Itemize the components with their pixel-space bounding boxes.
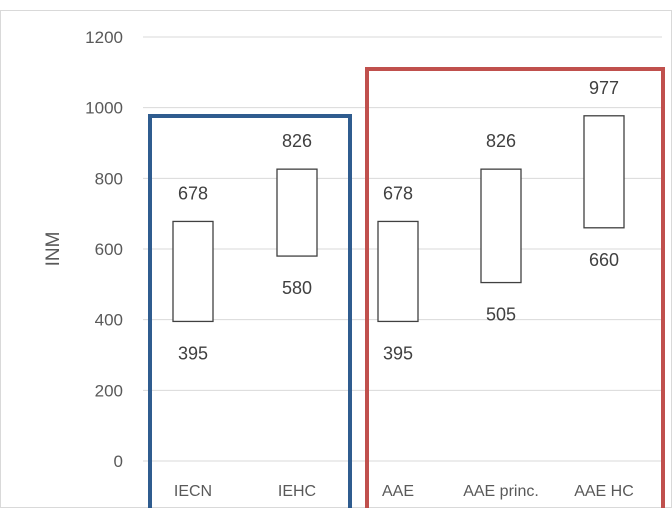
chart-outer-border <box>0 10 672 508</box>
data-label-min: 395 <box>178 343 208 363</box>
range-bar <box>377 220 419 323</box>
y-axis-title: INM <box>43 232 64 267</box>
x-tick-label: AAE <box>382 483 414 500</box>
range-bar <box>276 168 318 257</box>
data-label-min: 505 <box>486 305 516 325</box>
range-bar <box>480 168 522 284</box>
y-tick-label: 600 <box>95 240 123 259</box>
x-tick-label: AAE princ. <box>463 483 539 500</box>
range-bar <box>583 115 625 229</box>
data-label-max: 977 <box>589 78 619 98</box>
x-tick-label: AAE HC <box>574 483 634 500</box>
x-axis-ticks: IECN IEHC AAE AAE princ. AAE HC <box>174 483 634 500</box>
y-axis-ticks: 0 200 400 600 800 1000 1200 <box>85 28 123 471</box>
range-bars <box>172 115 625 323</box>
x-tick-label: IEHC <box>278 483 316 500</box>
y-tick-label: 1200 <box>85 28 123 47</box>
data-label-min: 660 <box>589 250 619 270</box>
x-tick-label: IECN <box>174 483 212 500</box>
y-tick-label: 0 <box>114 452 123 471</box>
data-label-max: 826 <box>282 131 312 151</box>
y-tick-label: 400 <box>95 311 123 330</box>
data-label-max: 826 <box>486 131 516 151</box>
y-tick-label: 800 <box>95 169 123 188</box>
data-label-min: 580 <box>282 278 312 298</box>
data-label-max: 678 <box>178 183 208 203</box>
y-tick-label: 200 <box>95 381 123 400</box>
y-tick-label: 1000 <box>85 99 123 118</box>
data-labels: 678 395 826 580 678 395 826 505 977 660 <box>178 78 619 364</box>
data-label-min: 395 <box>383 343 413 363</box>
range-bar <box>172 220 214 323</box>
data-label-max: 678 <box>383 183 413 203</box>
